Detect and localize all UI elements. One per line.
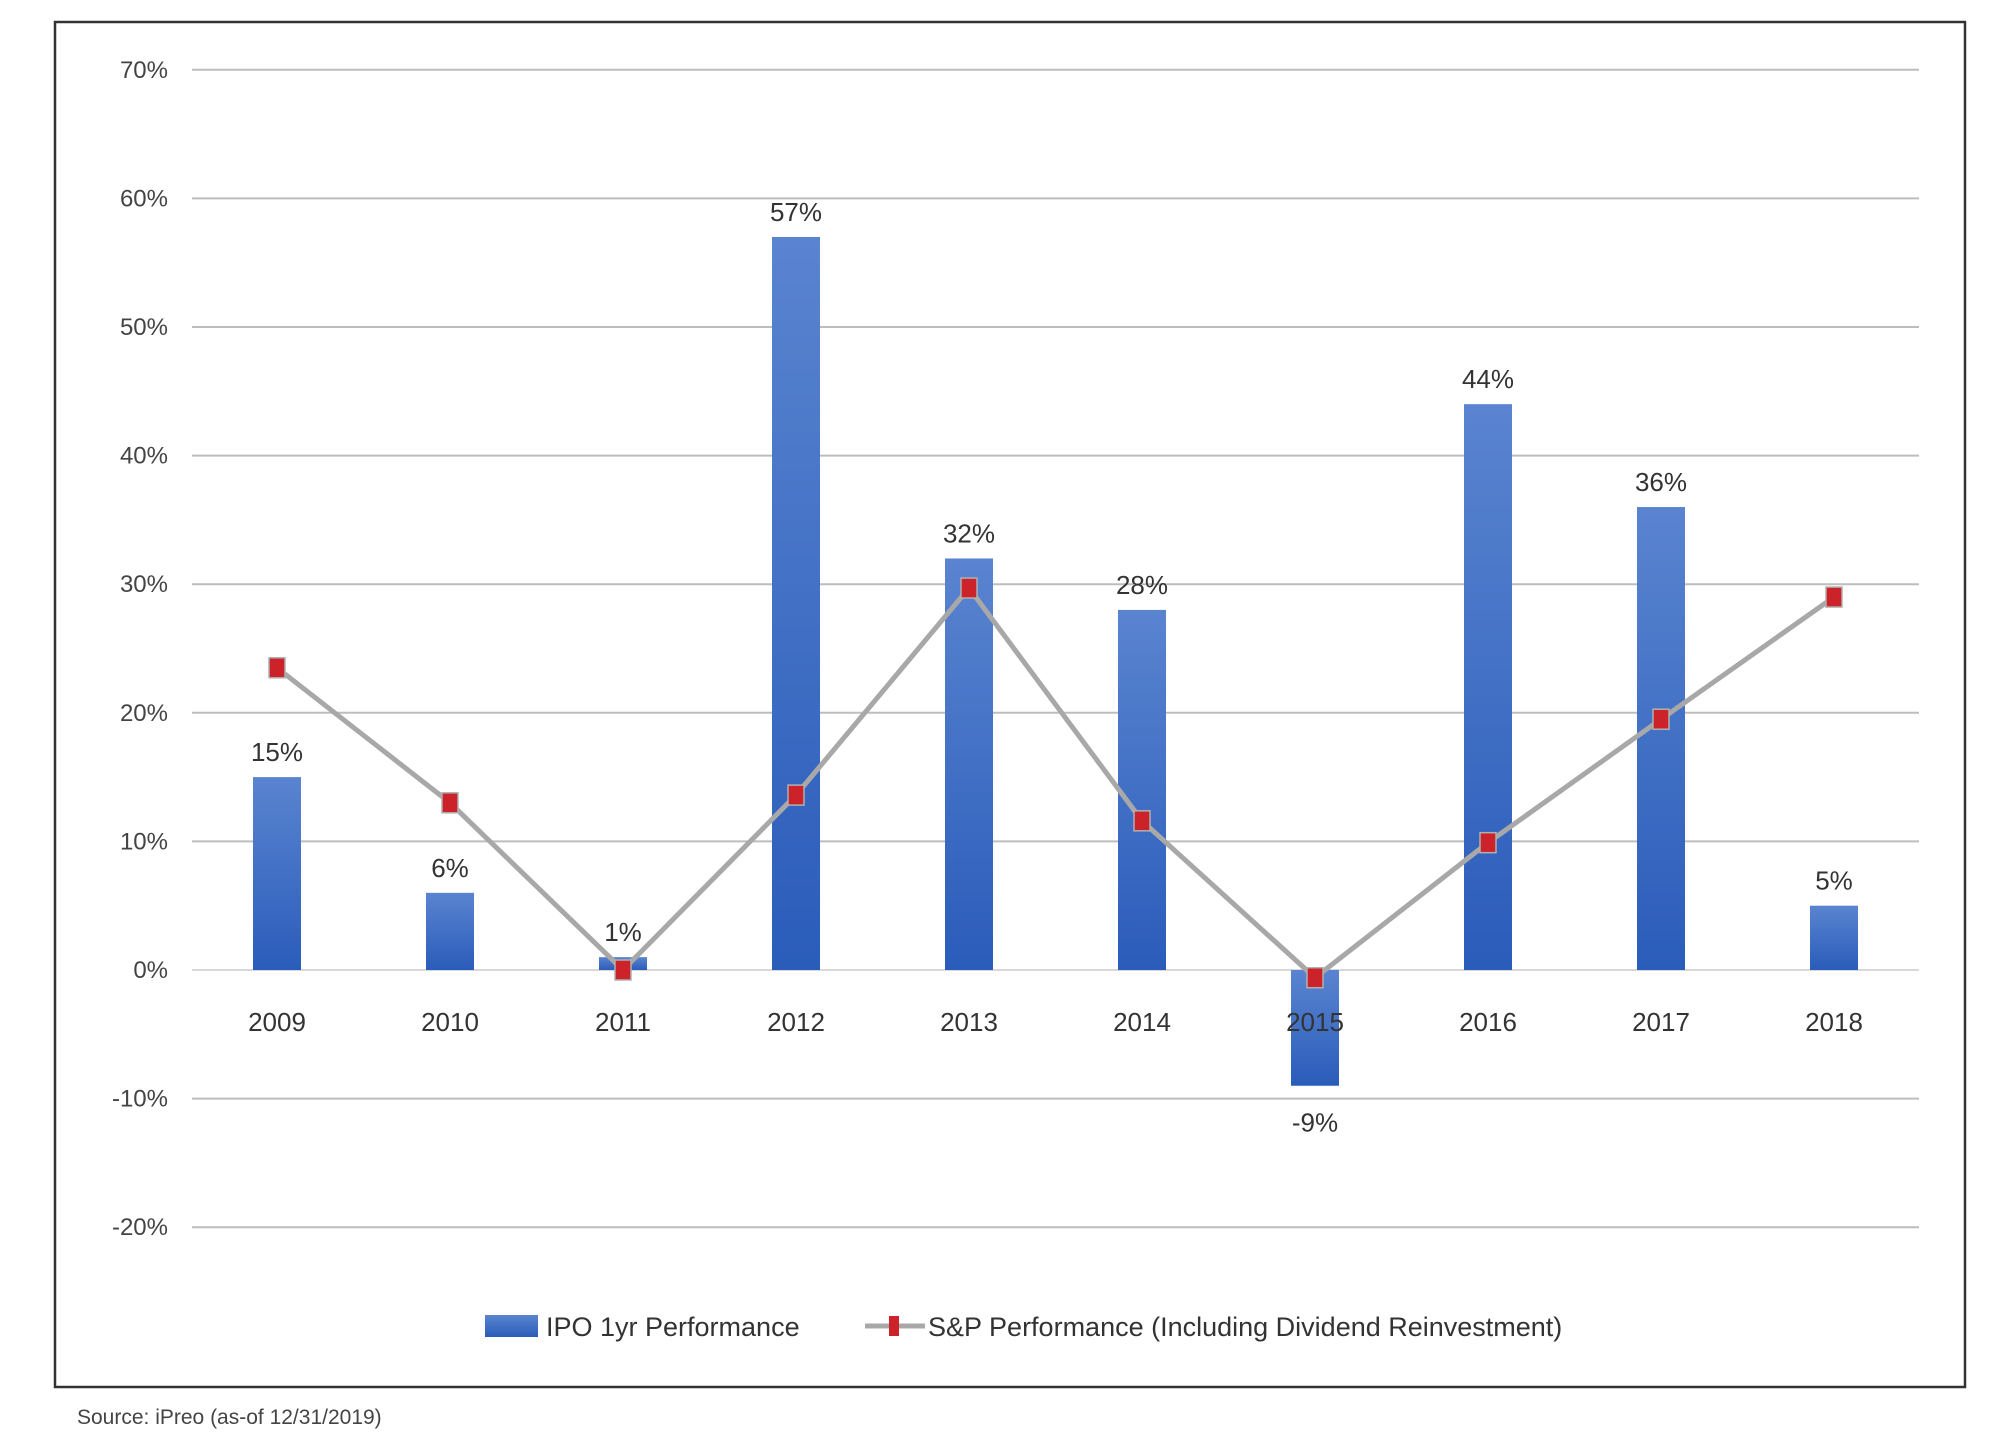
data-label: 32% — [943, 518, 995, 548]
legend-label-ipo: IPO 1yr Performance — [546, 1312, 800, 1342]
x-tick-label: 2013 — [940, 1007, 998, 1037]
sp-marker — [787, 784, 805, 806]
sp-line — [275, 584, 1836, 981]
bar — [1464, 404, 1512, 970]
sp-marker — [1825, 586, 1843, 608]
data-label: 5% — [1815, 866, 1853, 896]
sp-marker — [268, 657, 286, 679]
x-tick-label: 2010 — [421, 1007, 479, 1037]
sp-marker — [1652, 708, 1670, 730]
x-tick-label: 2017 — [1632, 1007, 1690, 1037]
bar — [1291, 970, 1339, 1086]
data-label: 15% — [251, 737, 303, 767]
data-label: 44% — [1462, 364, 1514, 394]
x-tick-label: 2018 — [1805, 1007, 1863, 1037]
legend-label-sp: S&P Performance (Including Dividend Rein… — [928, 1312, 1562, 1342]
x-tick-label: 2016 — [1459, 1007, 1517, 1037]
bar — [945, 558, 993, 970]
sp-marker — [1479, 831, 1497, 854]
bar — [1118, 609, 1166, 970]
y-tick-label: 20% — [120, 700, 168, 727]
data-label: 6% — [431, 853, 469, 883]
x-tick-label: 2014 — [1113, 1007, 1171, 1037]
sp-marker — [441, 792, 459, 814]
legend-bar-swatch — [485, 1315, 538, 1337]
data-label: 57% — [770, 197, 822, 227]
x-tick-label: 2015 — [1286, 1007, 1344, 1037]
data-label: 28% — [1116, 570, 1168, 600]
x-tick-label: 2011 — [595, 1007, 651, 1037]
legend-marker-swatch — [889, 1316, 899, 1336]
sp-marker — [614, 959, 632, 981]
source-note: Source: iPreo (as-of 12/31/2019) — [77, 1406, 382, 1429]
bar — [1637, 507, 1685, 970]
y-tick-label: 0% — [133, 957, 168, 984]
y-tick-label: 50% — [120, 314, 168, 341]
data-label: 36% — [1635, 467, 1687, 497]
bar — [253, 777, 301, 970]
y-tick-label: -20% — [112, 1214, 168, 1241]
data-label: -9% — [1292, 1108, 1338, 1138]
y-tick-label: 70% — [120, 57, 168, 84]
data-label: 1% — [604, 917, 642, 947]
y-tick-label: 30% — [120, 571, 168, 598]
legend: IPO 1yr Performance S&P Performance (Inc… — [485, 1312, 1562, 1342]
bar — [426, 892, 474, 970]
bar — [1810, 905, 1858, 970]
bar — [772, 236, 820, 971]
y-tick-label: 10% — [120, 828, 168, 855]
sp-marker — [960, 577, 978, 599]
sp-marker — [1306, 966, 1324, 989]
y-tick-label: -10% — [112, 1086, 168, 1113]
y-tick-label: 60% — [120, 185, 168, 212]
x-tick-label: 2012 — [767, 1007, 825, 1037]
sp-marker — [1133, 810, 1151, 832]
x-tick-label: 2009 — [248, 1007, 306, 1037]
y-tick-label: 40% — [120, 443, 168, 470]
